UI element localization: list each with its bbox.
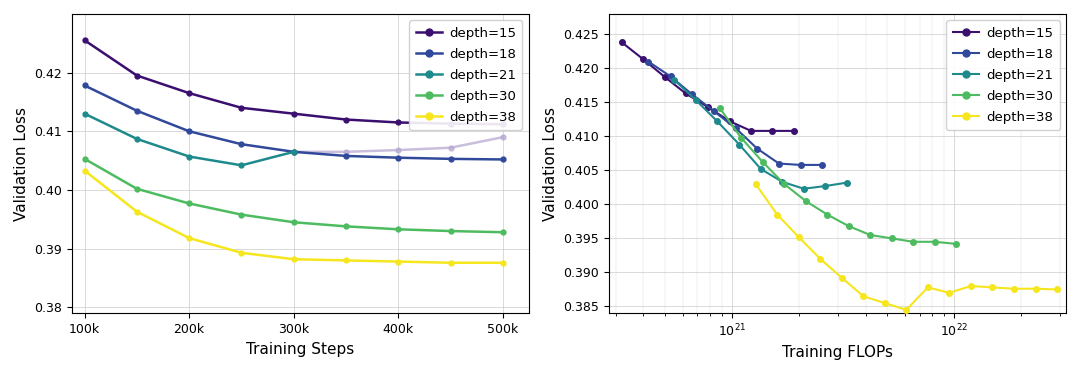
X-axis label: Training FLOPs: Training FLOPs — [782, 345, 893, 360]
Legend: depth=15, depth=18, depth=21, depth=30, depth=38: depth=15, depth=18, depth=21, depth=30, … — [946, 21, 1059, 131]
X-axis label: Training Steps: Training Steps — [246, 341, 354, 356]
Legend: depth=15, depth=18, depth=21, depth=30, depth=38: depth=15, depth=18, depth=21, depth=30, … — [409, 21, 523, 131]
Y-axis label: Validation Loss: Validation Loss — [14, 107, 29, 221]
Y-axis label: Validation Loss: Validation Loss — [543, 107, 558, 221]
